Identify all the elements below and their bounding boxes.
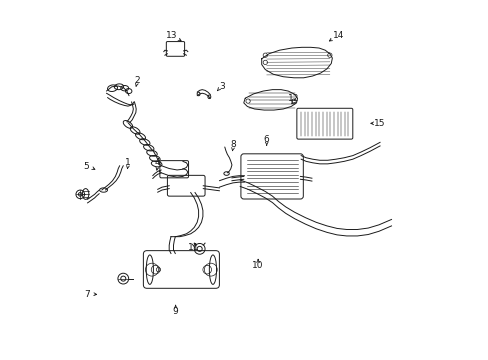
Text: 13: 13: [166, 31, 178, 40]
Text: 6: 6: [264, 135, 269, 144]
Text: 3: 3: [219, 82, 224, 91]
Text: 7: 7: [84, 289, 90, 298]
Text: 14: 14: [332, 31, 344, 40]
Text: 4: 4: [155, 158, 160, 167]
Text: 10: 10: [252, 261, 264, 270]
Text: 12: 12: [288, 94, 299, 103]
Text: 2: 2: [134, 76, 140, 85]
Text: 1: 1: [125, 158, 131, 167]
Text: 5: 5: [83, 162, 89, 171]
Text: 8: 8: [230, 140, 235, 149]
Text: 15: 15: [373, 119, 385, 128]
Text: 11: 11: [187, 243, 199, 252]
Text: 9: 9: [172, 307, 178, 316]
